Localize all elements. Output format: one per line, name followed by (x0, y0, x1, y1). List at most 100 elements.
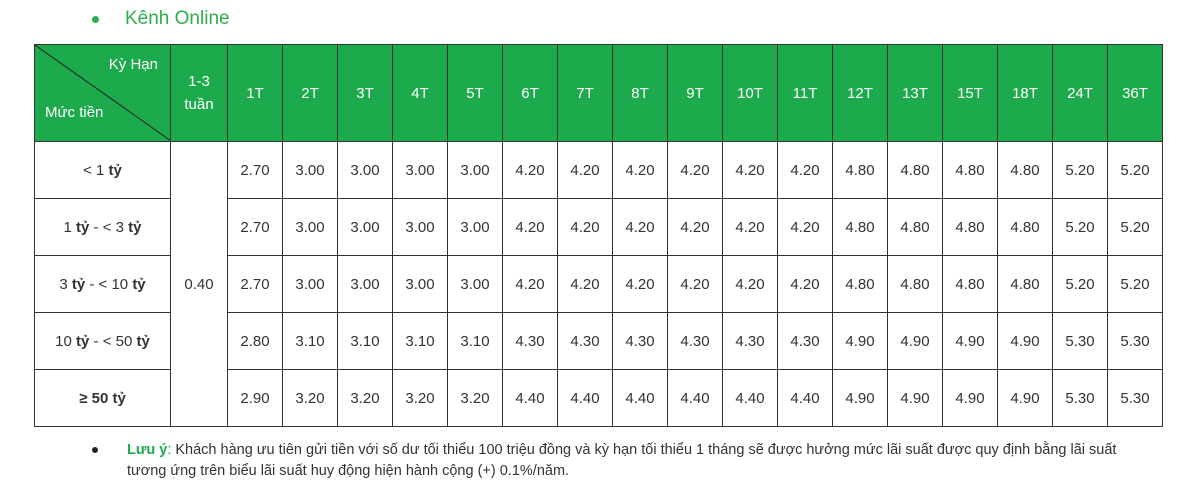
rate-cell: 4.30 (557, 312, 613, 370)
term-header: 4T (392, 44, 448, 142)
rate-cell: 4.80 (832, 198, 888, 256)
rate-cell: 4.20 (557, 198, 613, 256)
interest-rate-table: Kỳ Hạn Mức tiền 1-3 tuần 1T 2T 3T 4T 5T … (34, 44, 1163, 427)
note-label-text: Lưu ý (127, 442, 168, 458)
rate-cell: 4.40 (777, 369, 833, 427)
table-row: ≥ 50 tỷ 2.90 3.20 3.20 3.20 3.20 4.40 4.40 4.40 4… (34, 369, 1163, 427)
rate-cell: 3.00 (282, 141, 338, 199)
term-header: 13T (887, 44, 943, 142)
term-header: 3T (337, 44, 393, 142)
rate-cell: 4.40 (557, 369, 613, 427)
rate-cell: 5.30 (1107, 369, 1163, 427)
rate-cell: 4.80 (942, 255, 998, 313)
rate-cell: 4.30 (502, 312, 558, 370)
rate-cell: 4.80 (887, 141, 943, 199)
rate-cell: 4.80 (832, 255, 888, 313)
rate-cell: 4.40 (667, 369, 723, 427)
rate-cell: 4.30 (667, 312, 723, 370)
diagonal-divider (35, 45, 171, 141)
rate-cell: 3.10 (282, 312, 338, 370)
rate-cell: 5.20 (1107, 255, 1163, 313)
rate-cell: 3.10 (337, 312, 393, 370)
rate-cell: 4.20 (557, 255, 613, 313)
rate-cell: 2.70 (227, 198, 283, 256)
term-header: 1T (227, 44, 283, 142)
rate-cell: 4.80 (887, 198, 943, 256)
rate-cell: 4.90 (997, 312, 1053, 370)
table-body: < 1 tỷ 0.40 2.70 3.00 3.00 3.00 3.00 4.20 4.20 4.… (34, 141, 1163, 427)
rate-cell: 3.00 (392, 198, 448, 256)
section-title: Kênh Online (125, 8, 230, 29)
rate-cell: 2.70 (227, 255, 283, 313)
rate-cell: 4.40 (502, 369, 558, 427)
rate-cell: 5.20 (1052, 141, 1108, 199)
rate-cell: 4.20 (722, 141, 778, 199)
rate-cell: 4.20 (557, 141, 613, 199)
amount-range-label-part: 10 (55, 332, 77, 350)
header-row: Kỳ Hạn Mức tiền 1-3 tuần 1T 2T 3T 4T 5T … (34, 44, 1163, 142)
rate-cell: 3.00 (282, 255, 338, 313)
bullet-icon (92, 15, 99, 23)
term-axis-label: Kỳ Hạn (108, 56, 158, 73)
term-header: 12T (832, 44, 888, 142)
rate-cell: 3.20 (337, 369, 393, 427)
term-header: 5T (447, 44, 503, 142)
amount-range-label-part: - < 3 (89, 218, 129, 236)
rate-cell: 4.20 (612, 198, 668, 256)
corner-header-cell: Kỳ Hạn Mức tiền (34, 44, 171, 142)
term-header: 7T (557, 44, 613, 142)
rate-cell: 4.20 (612, 141, 668, 199)
amount-range-cell: ≥ 50 tỷ (34, 369, 171, 427)
rate-cell: 4.20 (502, 198, 558, 256)
rate-cell: 4.80 (942, 141, 998, 199)
rate-cell: 3.00 (337, 141, 393, 199)
bullet-icon (92, 447, 98, 453)
term-header: 6T (502, 44, 558, 142)
rate-cell: 4.20 (612, 255, 668, 313)
rate-cell: 2.80 (227, 312, 283, 370)
amount-range-label-part: tỷ (108, 161, 122, 179)
rate-cell: 4.80 (832, 141, 888, 199)
amount-range-label-part: 1 (63, 218, 77, 236)
term-header: 2T (282, 44, 338, 142)
weeks-header-line1: 1-3 (188, 73, 210, 90)
amount-range-cell: 3 tỷ - < 10 tỷ (34, 255, 171, 313)
rate-cell: 3.20 (282, 369, 338, 427)
rate-cell: 4.90 (997, 369, 1053, 427)
term-header: 9T (667, 44, 723, 142)
rate-cell: 3.10 (392, 312, 448, 370)
rate-cell: 4.20 (722, 198, 778, 256)
term-header: 24T (1052, 44, 1108, 142)
amount-range-label-part: - < 10 (85, 275, 133, 293)
rate-cell: 4.90 (942, 312, 998, 370)
rate-cell: 3.00 (447, 255, 503, 313)
rate-cell: 3.00 (392, 255, 448, 313)
rate-cell: 5.20 (1107, 141, 1163, 199)
rate-cell: 4.80 (887, 255, 943, 313)
term-header: 8T (612, 44, 668, 142)
weeks-header-line2: tuần (184, 96, 214, 113)
amount-range-label-part: tỷ (71, 275, 86, 293)
note-paragraph: Lưu ý: Khách hàng ưu tiên gửi tiền với s… (92, 440, 1142, 482)
rate-cell: 3.00 (447, 198, 503, 256)
rate-cell: 4.30 (722, 312, 778, 370)
amount-range-label-part: tỷ (136, 332, 150, 350)
rate-cell: 4.90 (887, 312, 943, 370)
weeks-rate-cell: 0.40 (170, 141, 228, 427)
rate-cell: 4.20 (667, 141, 723, 199)
rate-cell: 4.90 (832, 369, 888, 427)
rate-cell: 4.80 (997, 198, 1053, 256)
amount-range-label-part: tỷ (132, 275, 146, 293)
note-label: Lưu ý: (127, 442, 171, 458)
rate-cell: 4.20 (722, 255, 778, 313)
amount-range-label-part: tỷ (76, 332, 90, 350)
rate-cell: 3.20 (392, 369, 448, 427)
rate-cell: 2.70 (227, 141, 283, 199)
rate-cell: 4.80 (997, 141, 1053, 199)
note-label-colon: : (167, 442, 172, 458)
rate-cell: 4.90 (942, 369, 998, 427)
amount-range-label-part: - < 50 (89, 332, 137, 350)
note-text: Lưu ý: Khách hàng ưu tiên gửi tiền với s… (127, 440, 1142, 482)
note-body: Khách hàng ưu tiên gửi tiền với số dư tố… (127, 442, 1117, 479)
rate-cell: 4.20 (777, 198, 833, 256)
